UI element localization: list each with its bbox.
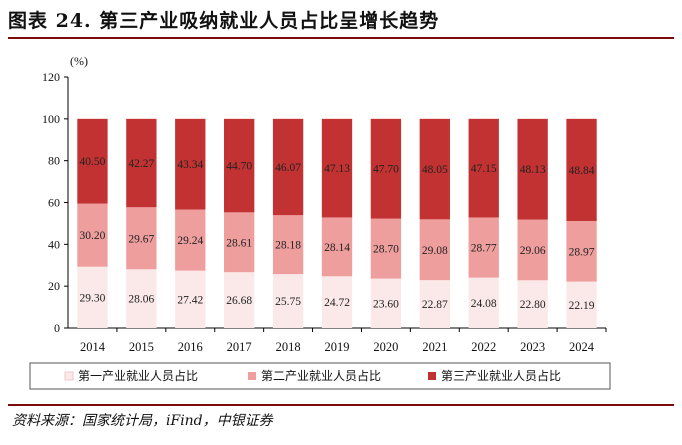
bar-segment <box>370 278 402 328</box>
data-label: 42.27 <box>128 158 154 170</box>
legend-swatch <box>248 372 256 380</box>
bar-segment <box>175 209 206 271</box>
x-tick-label: 2020 <box>373 340 398 354</box>
data-label: 22.80 <box>520 299 546 311</box>
bar-segment <box>321 118 353 218</box>
bar-segment <box>126 207 157 270</box>
bar-segment <box>272 274 304 328</box>
data-label: 29.08 <box>422 245 448 257</box>
source-note: 资料来源：国家统计局，iFind，中银证券 <box>12 413 273 429</box>
data-label: 24.72 <box>324 297 350 309</box>
x-tick-label: 2022 <box>471 340 496 354</box>
y-tick-label: 0 <box>54 321 60 335</box>
y-tick-label: 120 <box>42 70 60 84</box>
data-label: 47.70 <box>373 164 399 176</box>
bar-segment <box>224 272 255 328</box>
bar-segment <box>126 269 157 328</box>
stacked-bar-chart: 0 20 40 60 80 100 120 (%) 29.30 30.20 40.50 2014 28.… <box>29 54 611 390</box>
legend-swatch <box>428 372 436 380</box>
data-label: 22.19 <box>569 300 595 312</box>
bar-segment <box>566 118 597 221</box>
data-label: 43.34 <box>177 159 203 171</box>
bar-segment <box>321 276 353 328</box>
x-tick-label: 2024 <box>569 340 595 354</box>
x-tick-label: 2023 <box>520 340 545 354</box>
y-tick-label: 40 <box>48 237 60 251</box>
data-label: 28.77 <box>471 243 497 255</box>
data-label: 29.24 <box>177 235 203 247</box>
data-label: 29.67 <box>128 233 154 245</box>
data-label: 29.06 <box>520 245 546 257</box>
bar-segment <box>370 118 402 219</box>
bar-segment <box>468 118 499 218</box>
bar-segment <box>517 219 548 281</box>
bar-segment <box>517 280 548 328</box>
data-label: 24.08 <box>471 298 497 310</box>
data-label: 28.61 <box>226 237 252 249</box>
legend-label: 第三产业就业人员占比 <box>441 368 561 383</box>
bar-segment <box>419 219 450 281</box>
x-tick-label: 2021 <box>422 340 447 354</box>
data-label: 22.87 <box>422 299 448 311</box>
legend-box <box>29 362 611 390</box>
data-label: 28.97 <box>569 246 595 258</box>
data-label: 28.70 <box>373 244 399 256</box>
data-label: 30.20 <box>80 230 106 242</box>
bar-segment <box>77 203 108 267</box>
data-label: 40.50 <box>80 156 106 168</box>
bar-segment <box>77 118 108 204</box>
data-label: 48.05 <box>422 164 448 176</box>
bar-segment <box>272 118 304 216</box>
x-tick-label: 2018 <box>276 340 301 354</box>
bar-segment <box>566 281 597 328</box>
legend-label: 第一产业就业人员占比 <box>78 368 198 383</box>
x-tick-label: 2014 <box>80 340 106 354</box>
x-tick-label: 2016 <box>178 340 203 354</box>
bar-segment <box>566 220 597 282</box>
x-tick-label: 2015 <box>129 340 154 354</box>
data-label: 26.68 <box>226 295 252 307</box>
legend-label: 第二产业就业人员占比 <box>261 368 381 383</box>
bar-segment <box>126 118 157 208</box>
bar-segment <box>321 217 353 277</box>
data-label: 46.07 <box>275 162 301 174</box>
x-tick-label: 2019 <box>325 340 350 354</box>
data-label: 48.13 <box>520 164 546 176</box>
bar-segment <box>175 118 206 210</box>
y-tick-label: 20 <box>48 279 60 293</box>
footer-divider <box>8 404 674 406</box>
bar-segment <box>419 280 450 328</box>
legend-swatch <box>64 371 74 381</box>
y-tick-label: 60 <box>48 196 60 210</box>
data-label: 28.14 <box>324 242 350 254</box>
y-tick-label: 80 <box>48 154 60 168</box>
chart-title: 图表 24. 第三产业吸纳就业人员占比呈增长趋势 <box>8 10 440 32</box>
bar-segment <box>517 118 548 220</box>
data-label: 28.18 <box>275 240 301 252</box>
bar-segment <box>370 218 402 279</box>
bar-segment <box>468 217 499 278</box>
data-label: 47.13 <box>324 163 350 175</box>
bar-segment <box>419 118 450 220</box>
data-label: 47.15 <box>471 163 497 175</box>
y-tick-label: 100 <box>42 112 60 126</box>
data-label: 23.60 <box>373 298 399 310</box>
bar-segment <box>175 270 206 328</box>
data-label: 25.75 <box>275 296 301 308</box>
title-divider <box>8 37 674 39</box>
bar-segment <box>272 215 304 275</box>
bar-segment <box>468 277 499 328</box>
data-label: 28.06 <box>128 294 154 306</box>
y-unit-label: (%) <box>70 54 88 68</box>
bar-segment <box>224 118 255 213</box>
bar-segment <box>224 212 255 273</box>
x-tick-label: 2017 <box>227 340 252 354</box>
bar-segment <box>77 266 108 328</box>
data-label: 29.30 <box>80 292 106 304</box>
data-label: 27.42 <box>177 294 203 306</box>
data-label: 48.84 <box>569 165 595 177</box>
data-label: 44.70 <box>226 161 252 173</box>
